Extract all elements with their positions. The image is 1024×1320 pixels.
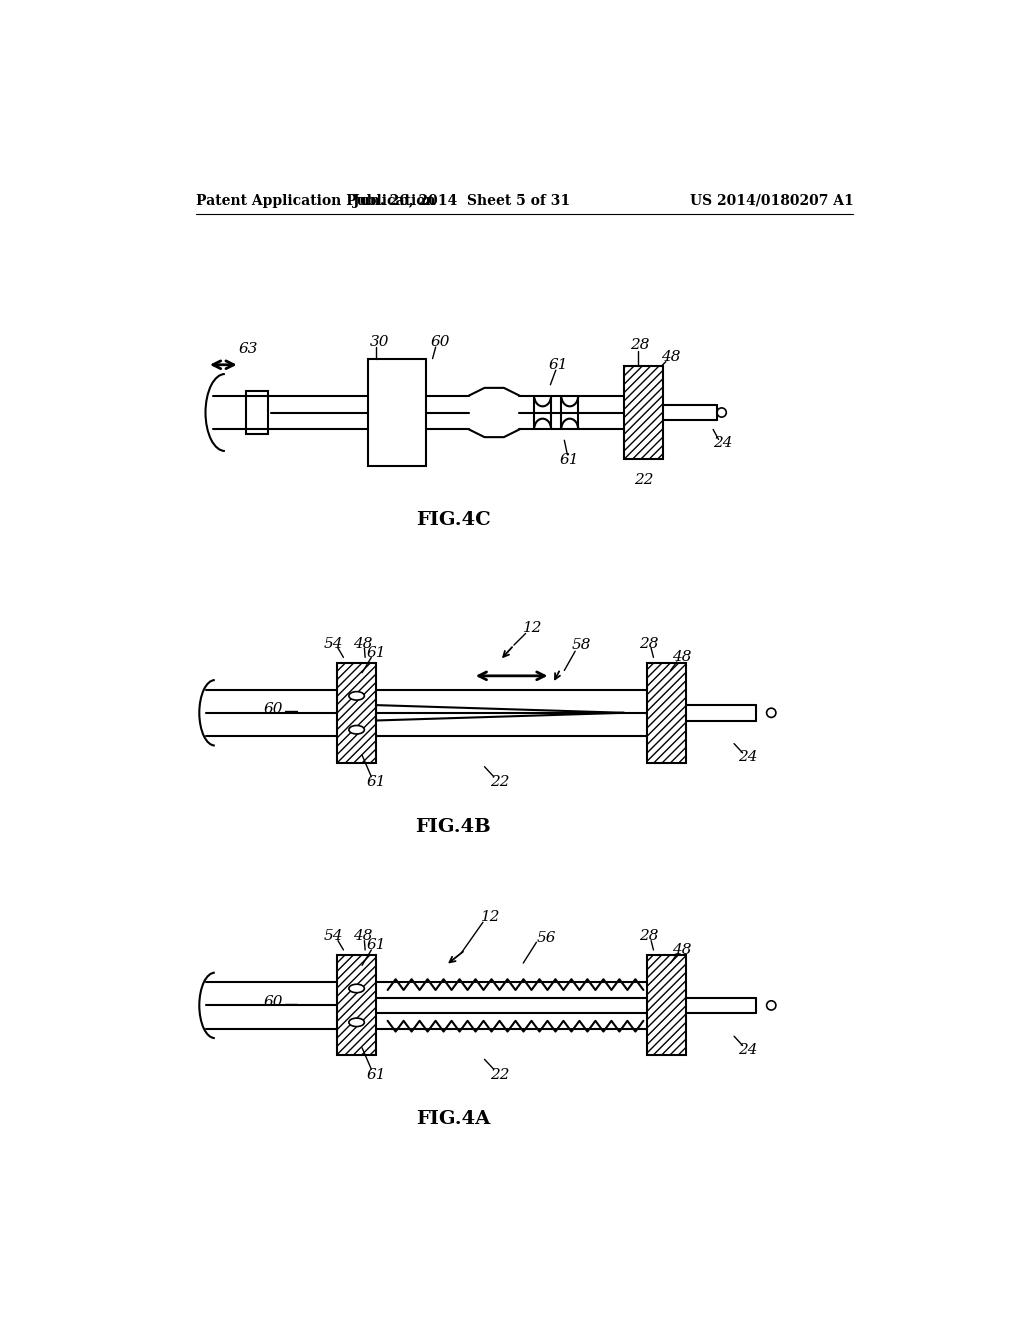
Ellipse shape — [349, 985, 365, 993]
Bar — [647, 956, 686, 1056]
Text: 12: 12 — [523, 622, 543, 635]
Text: FIG.4B: FIG.4B — [416, 818, 492, 836]
Text: 61: 61 — [367, 939, 386, 952]
Bar — [337, 956, 376, 1056]
Text: Patent Application Publication: Patent Application Publication — [197, 194, 436, 207]
Text: US 2014/0180207 A1: US 2014/0180207 A1 — [689, 194, 853, 207]
Text: 48: 48 — [672, 651, 691, 664]
Text: 61: 61 — [549, 358, 568, 372]
Text: 61: 61 — [560, 453, 580, 467]
Text: 60: 60 — [430, 335, 451, 348]
Text: 61: 61 — [367, 775, 386, 789]
Circle shape — [717, 408, 726, 417]
Text: 54: 54 — [324, 636, 343, 651]
Text: 28: 28 — [639, 636, 658, 651]
Text: 12: 12 — [481, 909, 501, 924]
Text: 58: 58 — [571, 638, 591, 652]
Text: 28: 28 — [630, 338, 649, 351]
Text: 24: 24 — [738, 1043, 758, 1057]
Bar — [647, 663, 686, 763]
Bar — [369, 359, 426, 466]
Text: 22: 22 — [490, 775, 510, 789]
Text: 48: 48 — [660, 350, 680, 364]
Circle shape — [767, 1001, 776, 1010]
Text: 24: 24 — [738, 751, 758, 764]
Text: 22: 22 — [490, 1068, 510, 1081]
Text: 48: 48 — [672, 942, 691, 957]
Bar — [337, 663, 376, 763]
Text: 30: 30 — [370, 335, 389, 348]
Text: 22: 22 — [634, 474, 653, 487]
Text: 48: 48 — [353, 636, 373, 651]
Text: Jun. 26, 2014  Sheet 5 of 31: Jun. 26, 2014 Sheet 5 of 31 — [352, 194, 569, 207]
Text: 61: 61 — [367, 645, 386, 660]
Text: FIG.4C: FIG.4C — [416, 511, 490, 529]
Circle shape — [767, 708, 776, 718]
Text: 48: 48 — [353, 929, 373, 942]
Ellipse shape — [349, 1018, 365, 1027]
Text: 61: 61 — [367, 1068, 386, 1081]
Text: 60: 60 — [264, 702, 284, 715]
Ellipse shape — [349, 692, 365, 700]
Bar — [624, 367, 663, 459]
Text: 24: 24 — [714, 437, 733, 450]
Text: 54: 54 — [324, 929, 343, 942]
Text: 28: 28 — [639, 929, 658, 942]
Text: 60: 60 — [264, 994, 284, 1008]
Ellipse shape — [349, 726, 365, 734]
Text: 63: 63 — [239, 342, 258, 356]
Text: FIG.4A: FIG.4A — [417, 1110, 490, 1129]
Text: 56: 56 — [537, 931, 556, 945]
Bar — [246, 391, 267, 434]
